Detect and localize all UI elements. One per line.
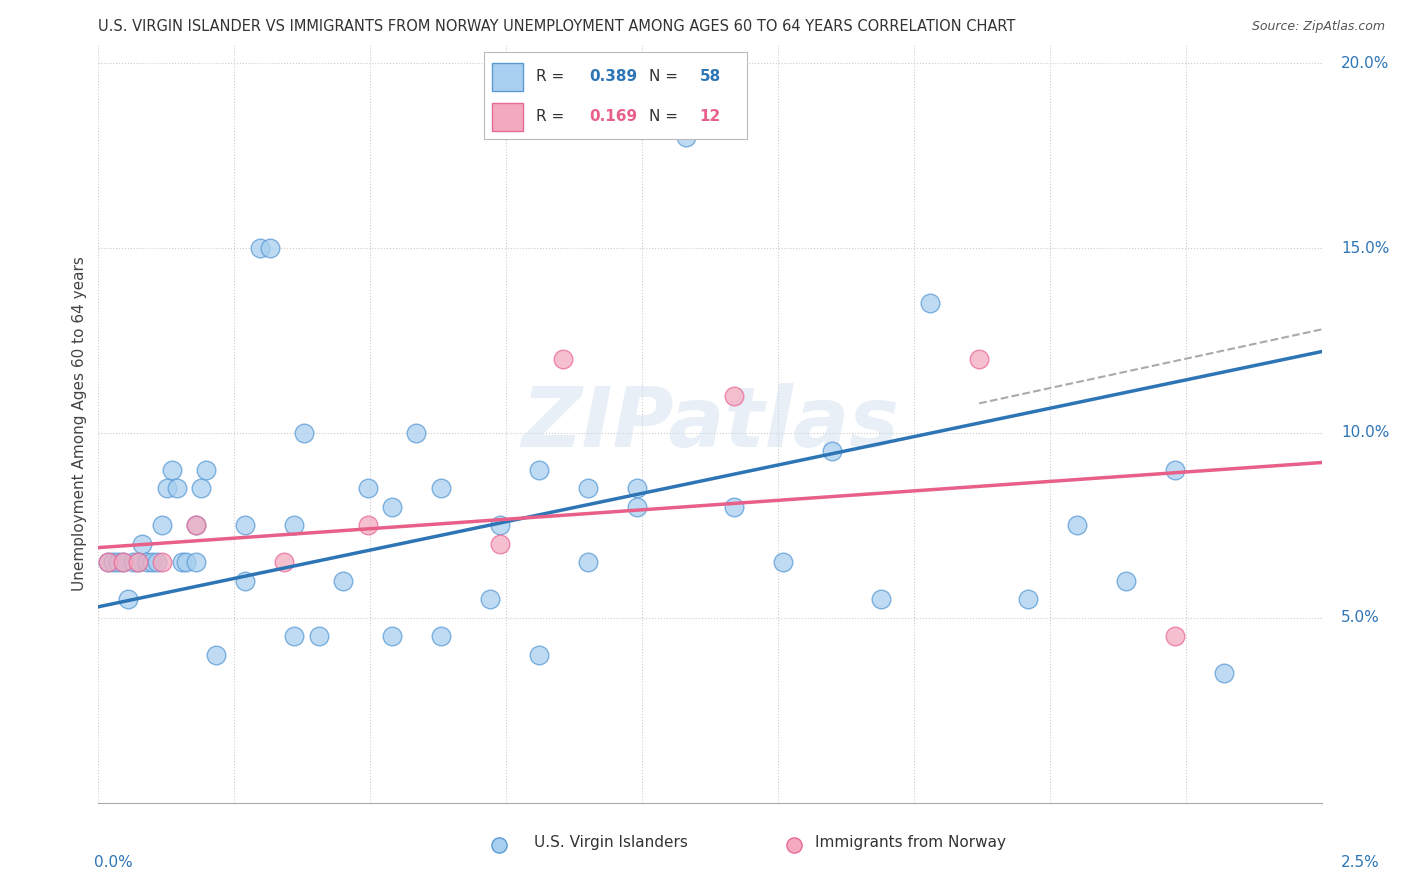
Point — [356, 518, 378, 533]
Point — [488, 838, 510, 852]
Point — [190, 482, 212, 496]
Point — [527, 648, 550, 662]
Point — [576, 555, 599, 569]
Text: 15.0%: 15.0% — [1341, 241, 1389, 255]
Point — [430, 482, 453, 496]
Point — [259, 241, 281, 255]
Text: 5.0%: 5.0% — [1341, 610, 1379, 625]
Point — [273, 555, 295, 569]
Point — [107, 555, 129, 569]
Point — [283, 518, 305, 533]
Point — [97, 555, 120, 569]
Text: Source: ZipAtlas.com: Source: ZipAtlas.com — [1251, 20, 1385, 33]
Point — [1115, 574, 1137, 588]
Point — [356, 482, 378, 496]
Point — [920, 296, 942, 310]
Point — [111, 555, 134, 569]
Point — [1066, 518, 1088, 533]
Point — [205, 648, 228, 662]
Point — [176, 555, 198, 569]
Point — [783, 838, 806, 852]
Point — [821, 444, 844, 458]
Point — [111, 555, 134, 569]
Point — [170, 555, 193, 569]
Text: U.S. Virgin Islanders: U.S. Virgin Islanders — [534, 836, 688, 850]
Text: 10.0%: 10.0% — [1341, 425, 1389, 441]
Point — [332, 574, 354, 588]
Point — [101, 555, 124, 569]
Point — [626, 482, 648, 496]
Point — [160, 463, 183, 477]
Point — [527, 463, 550, 477]
Point — [127, 555, 149, 569]
Point — [967, 351, 990, 366]
Point — [772, 555, 794, 569]
Point — [141, 555, 163, 569]
Point — [675, 130, 697, 145]
Text: ZIPatlas: ZIPatlas — [522, 384, 898, 464]
Point — [186, 555, 208, 569]
Point — [136, 555, 159, 569]
Point — [131, 537, 153, 551]
Y-axis label: Unemployment Among Ages 60 to 64 years: Unemployment Among Ages 60 to 64 years — [72, 256, 87, 591]
Point — [723, 500, 745, 514]
Point — [166, 482, 188, 496]
Point — [186, 518, 208, 533]
Point — [1164, 463, 1187, 477]
Point — [233, 574, 256, 588]
Point — [723, 389, 745, 403]
Text: U.S. VIRGIN ISLANDER VS IMMIGRANTS FROM NORWAY UNEMPLOYMENT AMONG AGES 60 TO 64 : U.S. VIRGIN ISLANDER VS IMMIGRANTS FROM … — [98, 19, 1015, 34]
Point — [233, 518, 256, 533]
Text: 0.0%: 0.0% — [94, 855, 132, 870]
Text: Immigrants from Norway: Immigrants from Norway — [815, 836, 1007, 850]
Point — [308, 629, 330, 643]
Point — [127, 555, 149, 569]
Text: 20.0%: 20.0% — [1341, 55, 1389, 70]
Point — [97, 555, 120, 569]
Point — [553, 351, 575, 366]
Point — [381, 500, 404, 514]
Point — [1164, 629, 1187, 643]
Point — [576, 482, 599, 496]
Point — [488, 518, 510, 533]
Point — [626, 500, 648, 514]
Point — [381, 629, 404, 643]
Point — [488, 537, 510, 551]
Point — [121, 555, 143, 569]
Point — [292, 425, 315, 440]
Point — [283, 629, 305, 643]
Point — [150, 555, 173, 569]
Point — [186, 518, 208, 533]
Point — [146, 555, 169, 569]
Text: 2.5%: 2.5% — [1341, 855, 1379, 870]
Point — [249, 241, 271, 255]
Point — [117, 592, 139, 607]
Point — [156, 482, 179, 496]
Point — [1017, 592, 1039, 607]
Point — [1212, 666, 1234, 681]
Point — [150, 518, 173, 533]
Point — [405, 425, 427, 440]
Point — [430, 629, 453, 643]
Point — [195, 463, 218, 477]
Point — [870, 592, 893, 607]
Point — [478, 592, 501, 607]
